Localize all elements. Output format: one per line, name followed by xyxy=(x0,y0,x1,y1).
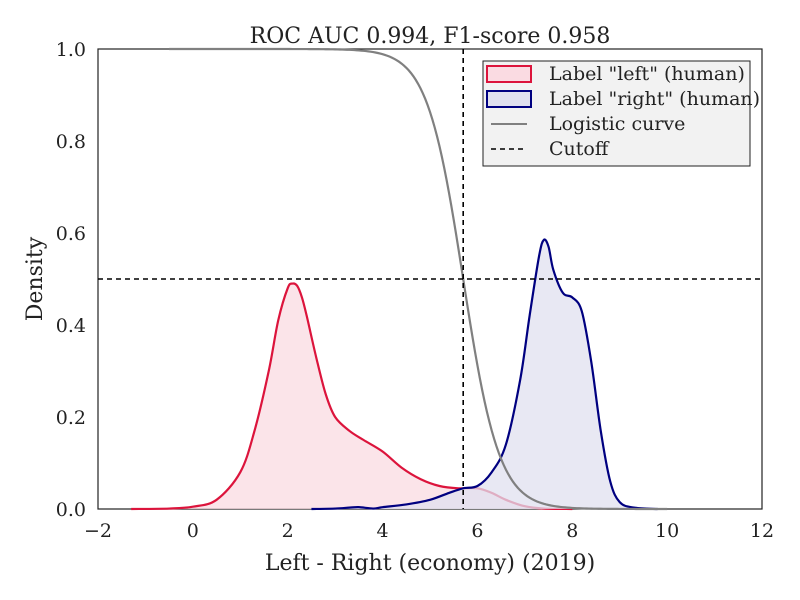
x-tick-label: 10 xyxy=(655,520,679,542)
ticks-layer: −2 0 2 4 6 8 10 12 0.0 0.2 0.4 0.6 0.8 1.0 xyxy=(56,39,774,542)
x-tick-label: 2 xyxy=(282,520,294,542)
y-tick-label: 1.0 xyxy=(56,39,86,61)
legend-label-right: Label "right" (human) xyxy=(549,88,760,110)
legend-swatch-right xyxy=(486,90,532,108)
y-tick-label: 0.0 xyxy=(56,499,86,521)
x-axis-label: Left - Right (economy) (2019) xyxy=(265,551,595,576)
x-tick-label: 4 xyxy=(377,520,389,542)
logistic-curve xyxy=(169,47,668,511)
chart-title: ROC AUC 0.994, F1-score 0.958 xyxy=(250,24,611,49)
x-tick-label: 0 xyxy=(187,520,199,542)
y-tick-label: 0.4 xyxy=(56,315,86,337)
x-tick-label: 12 xyxy=(750,520,774,542)
legend: Label "left" (human) Label "right" (huma… xyxy=(482,60,760,167)
y-tick-label: 0.6 xyxy=(56,223,86,245)
y-axis-label: Density xyxy=(23,236,48,321)
x-tick-label: −2 xyxy=(84,520,112,542)
y-tick-label: 0.2 xyxy=(56,407,86,429)
series-layer xyxy=(98,47,762,511)
legend-label-logistic: Logistic curve xyxy=(549,113,685,135)
x-tick-label: 6 xyxy=(471,520,483,542)
density-line-1 xyxy=(311,238,658,511)
density-area-0 xyxy=(131,283,573,509)
legend-label-left: Label "left" (human) xyxy=(549,63,745,85)
y-tick-label: 0.8 xyxy=(56,131,86,153)
legend-label-cutoff: Cutoff xyxy=(549,138,610,160)
x-tick-label: 8 xyxy=(566,520,578,542)
legend-swatch-left xyxy=(486,65,532,83)
density-area-1 xyxy=(311,239,658,510)
